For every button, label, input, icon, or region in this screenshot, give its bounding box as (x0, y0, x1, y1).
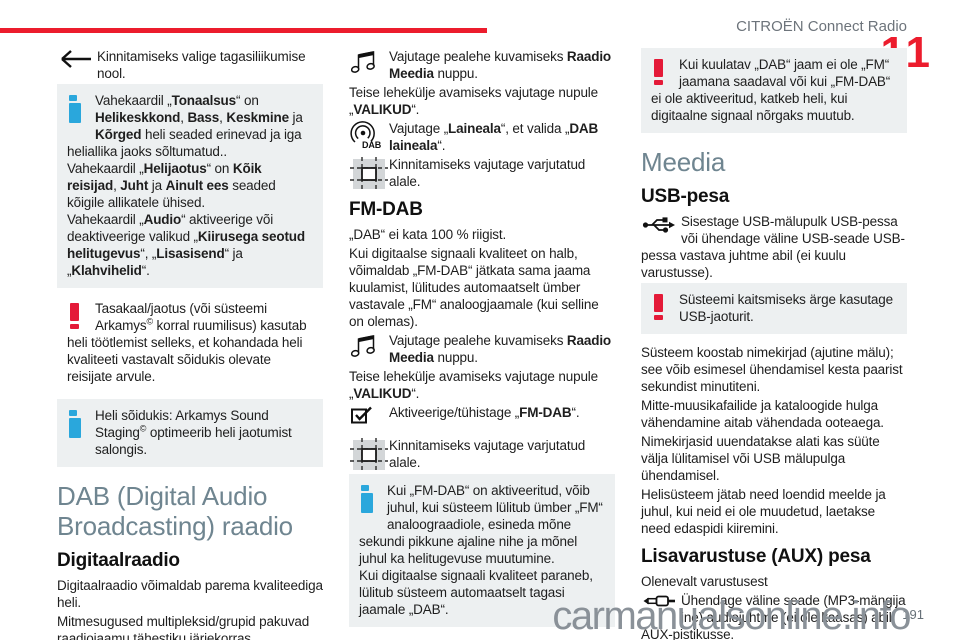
usb-instruction: Sisestage USB-mälupulk USB-pessa või ühe… (641, 213, 907, 281)
warning-dab-fm-text: Kui kuulatav „DAB“ jaam ei ole „FM“ jaam… (651, 57, 891, 123)
section-title-dab-radio: DAB (Digital Audio Broadcasting) raadio (57, 481, 293, 541)
warning-icon (653, 59, 667, 85)
info-box-tone-p1: Vahekaardil „Tonaalsus“ on Helikeskkond,… (67, 93, 303, 159)
music-notes-icon (349, 49, 387, 79)
laineala-instruction-text: Vajutage „Laineala“, et valida „DAB lain… (389, 121, 599, 153)
info-box-arkamys-text: Heli sõidukis: Arkamys Sound Staging© op… (95, 408, 292, 457)
info-icon (361, 485, 375, 513)
info-box-tone-p3: Vahekaardil „Audio“ aktiveerige või deak… (67, 212, 305, 278)
usb-paragraph-1: Süsteem koostab nimekirjad (ajutine mälu… (641, 345, 903, 394)
subsection-title-usb-pesa: USB-pesa (641, 186, 730, 207)
watermark: carmanualsonline.info (552, 594, 911, 638)
confirm-instruction-2-text: Kinnitamiseks vajutage varjutatud alale. (389, 438, 586, 470)
radio-media-instruction-1: Vajutage pealehe kuvamiseks Raadio Meedi… (349, 48, 615, 82)
column-left: Kinnitamiseks valige tagasiliikumise noo… (57, 48, 323, 640)
info-box-tone: Vahekaardil „Tonaalsus“ on Helikeskkond,… (57, 84, 323, 288)
usb-paragraph-2: Mitte-muusikafailide ja kataloogide hulg… (641, 398, 884, 430)
column-middle: Vajutage pealehe kuvamiseks Raadio Meedi… (349, 48, 615, 640)
info-icon (69, 410, 83, 438)
shaded-area-icon (349, 438, 388, 472)
info-box-fm-dab-p2: Kui digitaalse signaali kvaliteet parane… (359, 568, 593, 617)
radio-media-instruction-2-text: Vajutage pealehe kuvamiseks Raadio Meedi… (389, 333, 612, 365)
confirm-instruction-2: Kinnitamiseks vajutage varjutatud alale. (349, 437, 615, 472)
aux-equipment-note: Olenevalt varustusest (641, 574, 768, 589)
activate-fm-dab-instruction: Aktiveerige/tühistage „FM-DAB“. (349, 404, 615, 424)
column-right: Kui kuulatav „DAB“ jaam ei ole „FM“ jaam… (641, 48, 907, 640)
warning-balance: Tasakaal/jaotus (või süsteemi Arkamys© k… (57, 298, 323, 389)
subsection-title-aux-pesa: Lisavarustuse (AUX) pesa (641, 546, 871, 567)
activate-fm-dab-text: Aktiveerige/tühistage „FM-DAB“. (389, 405, 580, 420)
svg-text:DAB: DAB (362, 140, 382, 150)
usb-paragraph-3: Nimekirjasid uuendatakse alati kas süüte… (641, 434, 880, 483)
subsection-title-digitaalraadio: Digitaalraadio (57, 550, 180, 571)
valikud-paragraph-2: Teise lehekülje avamiseks vajutage nupul… (349, 369, 599, 401)
aux-instruction-text: Ühendage väline seade (MP3-mängija jne) … (641, 593, 906, 640)
shaded-area-icon (349, 157, 388, 191)
usb-paragraph-4: Helisüsteem jätab need loendid meelde ja… (641, 487, 886, 536)
content-columns: Kinnitamiseks valige tagasiliikumise noo… (57, 48, 907, 640)
confirm-instruction-1-text: Kinnitamiseks vajutage varjutatud alale. (389, 157, 586, 189)
aux-jack-icon (641, 593, 679, 623)
warning-balance-text: Tasakaal/jaotus (või süsteemi Arkamys© k… (67, 301, 307, 384)
dab-broadcast-icon: DAB (349, 121, 387, 151)
warning-icon (653, 294, 667, 320)
info-box-tone-p2: Vahekaardil „Helijaotus“ on Kõik reisija… (67, 161, 276, 210)
section-title-meedia: Meedia (641, 147, 726, 177)
header-title: CITROËN Connect Radio (736, 18, 907, 35)
info-box-fm-dab-p1: Kui „FM-DAB“ on aktiveeritud, võib juhul… (359, 483, 603, 566)
back-arrow-icon (57, 49, 95, 79)
usb-instruction-text: Sisestage USB-mälupulk USB-pessa või ühe… (641, 214, 905, 280)
fm-dab-paragraph-1: „DAB“ ei kata 100 % riigist. (349, 227, 507, 242)
radio-media-instruction-2: Vajutage pealehe kuvamiseks Raadio Meedi… (349, 332, 615, 366)
info-icon (69, 95, 83, 123)
checkbox-checked-icon (349, 405, 387, 435)
back-instruction: Kinnitamiseks valige tagasiliikumise noo… (57, 48, 323, 82)
subsection-title-fm-dab: FM-DAB (349, 199, 423, 220)
digitaalraadio-paragraph-1: Digitaalraadio võimaldab parema kvalitee… (57, 578, 323, 610)
warning-dab-fm: Kui kuulatav „DAB“ jaam ei ole „FM“ jaam… (641, 48, 907, 133)
info-box-fm-dab: Kui „FM-DAB“ on aktiveeritud, võib juhul… (349, 474, 615, 627)
confirm-instruction-1: Kinnitamiseks vajutage varjutatud alale. (349, 156, 615, 191)
usb-icon (641, 214, 679, 244)
warning-icon (69, 303, 83, 329)
chapter-accent-bar (0, 28, 487, 33)
music-notes-icon (349, 333, 387, 363)
digitaalraadio-paragraph-2: Mitmesugused multipleksid/grupid pakuvad… (57, 614, 310, 640)
info-box-arkamys: Heli sõidukis: Arkamys Sound Staging© op… (57, 399, 323, 467)
back-instruction-text: Kinnitamiseks valige tagasiliikumise noo… (97, 49, 306, 81)
laineala-instruction: DAB Vajutage „Laineala“, et valida „DAB … (349, 120, 615, 154)
warning-usb-hub-text: Süsteemi kaitsmiseks ärge kasutage USB-j… (679, 292, 893, 324)
warning-usb-hub: Süsteemi kaitsmiseks ärge kasutage USB-j… (641, 283, 907, 334)
radio-media-instruction-1-text: Vajutage pealehe kuvamiseks Raadio Meedi… (389, 49, 612, 81)
aux-instruction: Ühendage väline seade (MP3-mängija jne) … (641, 592, 907, 640)
valikud-paragraph-1: Teise lehekülje avamiseks vajutage nupul… (349, 85, 599, 117)
page-number: 191 (902, 607, 924, 622)
fm-dab-paragraph-2: Kui digitaalse signaali kvaliteet on hal… (349, 246, 599, 329)
